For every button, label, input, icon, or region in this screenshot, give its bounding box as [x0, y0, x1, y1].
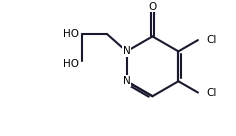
Text: N: N [123, 46, 131, 56]
Text: HO: HO [63, 59, 79, 69]
Text: O: O [148, 1, 157, 12]
Text: Cl: Cl [206, 88, 216, 98]
Text: HO: HO [63, 29, 79, 39]
Text: N: N [123, 76, 131, 86]
Text: Cl: Cl [206, 35, 216, 45]
